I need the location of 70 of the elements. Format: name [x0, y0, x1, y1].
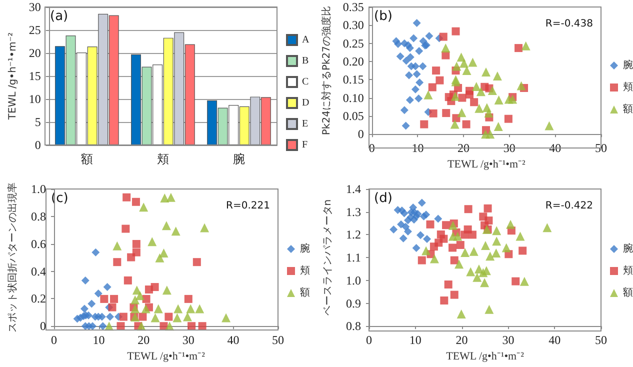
- y-tick-label: 25: [28, 23, 41, 37]
- annotation: (b): [374, 9, 392, 24]
- x-axis-title: TEWL /g•h⁻¹•m⁻²: [448, 158, 526, 170]
- y-tick-label: 0: [40, 319, 46, 334]
- annotation: (d): [374, 191, 392, 206]
- legend-label: 額: [623, 103, 633, 115]
- legend-label: C: [302, 76, 309, 88]
- y-tick-label: 0.35: [342, 0, 364, 14]
- x-axis-title: TEWL /g•h⁻¹•m⁻²: [446, 350, 525, 362]
- y-tick-label: 0.4: [31, 264, 46, 278]
- x-tick-label: 20: [456, 333, 468, 348]
- y-axis-title: Pk24に対するPk27の強度比: [320, 6, 332, 136]
- legend-label: 腕: [623, 242, 633, 254]
- legend-label: B: [302, 56, 309, 66]
- legend-label: 腕: [623, 59, 633, 71]
- y-tick-label: 0.8: [346, 319, 361, 334]
- y-tick-label: 1.4: [346, 182, 361, 196]
- y-tick-label: 0.6: [31, 236, 46, 251]
- y-tick-label: 0: [358, 127, 364, 142]
- y-tick-label: 0.10: [342, 90, 364, 105]
- legend-label: E: [302, 118, 308, 130]
- y-tick-label: 15: [28, 69, 41, 83]
- legend-label: 頬: [623, 81, 633, 93]
- legend-label: 頬: [623, 264, 633, 276]
- y-tick-label: 5: [34, 115, 41, 129]
- x-tick-label: 30: [502, 333, 514, 348]
- y-tick-label: 30: [28, 0, 41, 14]
- y-axis-title: TEWL /g•h⁻¹•m⁻²: [8, 32, 18, 121]
- legend-label: F: [302, 140, 308, 150]
- legend-label: 腕: [300, 242, 310, 254]
- x-tick-label: 30: [182, 333, 194, 348]
- y-tick-label: 0.05: [342, 108, 364, 123]
- legend-label: A: [302, 34, 310, 46]
- y-tick-label: 0.2: [31, 292, 46, 306]
- y-tick-label: 1.2: [346, 228, 361, 242]
- legend-label: D: [302, 98, 310, 108]
- legend-label: 額: [623, 286, 633, 298]
- y-tick-label: 0.9: [346, 296, 361, 310]
- x-tick-label: 0: [51, 333, 57, 348]
- x-tick-label: 40: [548, 333, 561, 348]
- y-tick-label: 0.20: [342, 54, 364, 68]
- y-tick-label: 0.15: [342, 72, 364, 87]
- x-tick-label: 頬: [156, 152, 169, 166]
- y-tick-label: 0.8: [31, 209, 46, 224]
- legend-label: 額: [300, 286, 310, 298]
- annotation: R=-0.422: [545, 200, 594, 212]
- annotation: R=-0.438: [545, 18, 594, 30]
- x-tick-label: 腕: [232, 152, 245, 166]
- x-tick-label: 40: [227, 333, 240, 348]
- y-tick-label: 20: [28, 46, 41, 60]
- y-tick-label: 0.30: [342, 18, 364, 32]
- y-tick-label: 1.0: [31, 182, 46, 196]
- x-tick-label: 50: [272, 333, 284, 348]
- y-tick-label: 1.1: [346, 250, 361, 265]
- y-tick-label: 1.3: [346, 204, 361, 219]
- y-tick-label: 0.25: [342, 36, 364, 50]
- x-tick-label: 10: [92, 333, 105, 348]
- annotation: R=0.221: [226, 200, 270, 212]
- annotation: (a): [50, 9, 68, 24]
- annotation: (c): [51, 191, 68, 206]
- x-tick-label: 50: [595, 333, 607, 348]
- legend-label: 頬: [300, 264, 310, 276]
- y-tick-label: 1.0: [346, 273, 361, 288]
- x-tick-label: 20: [138, 333, 150, 348]
- x-axis-title: TEWL /g•h⁻¹•m⁻²: [127, 350, 206, 362]
- x-tick-label: 10: [409, 333, 422, 348]
- x-tick-label: 額: [80, 152, 93, 166]
- y-axis-title: ベースラインパラメータn: [322, 199, 334, 316]
- y-axis-title: スポット状回折パターンの出現率: [6, 182, 18, 333]
- y-tick-label: 10: [28, 92, 41, 106]
